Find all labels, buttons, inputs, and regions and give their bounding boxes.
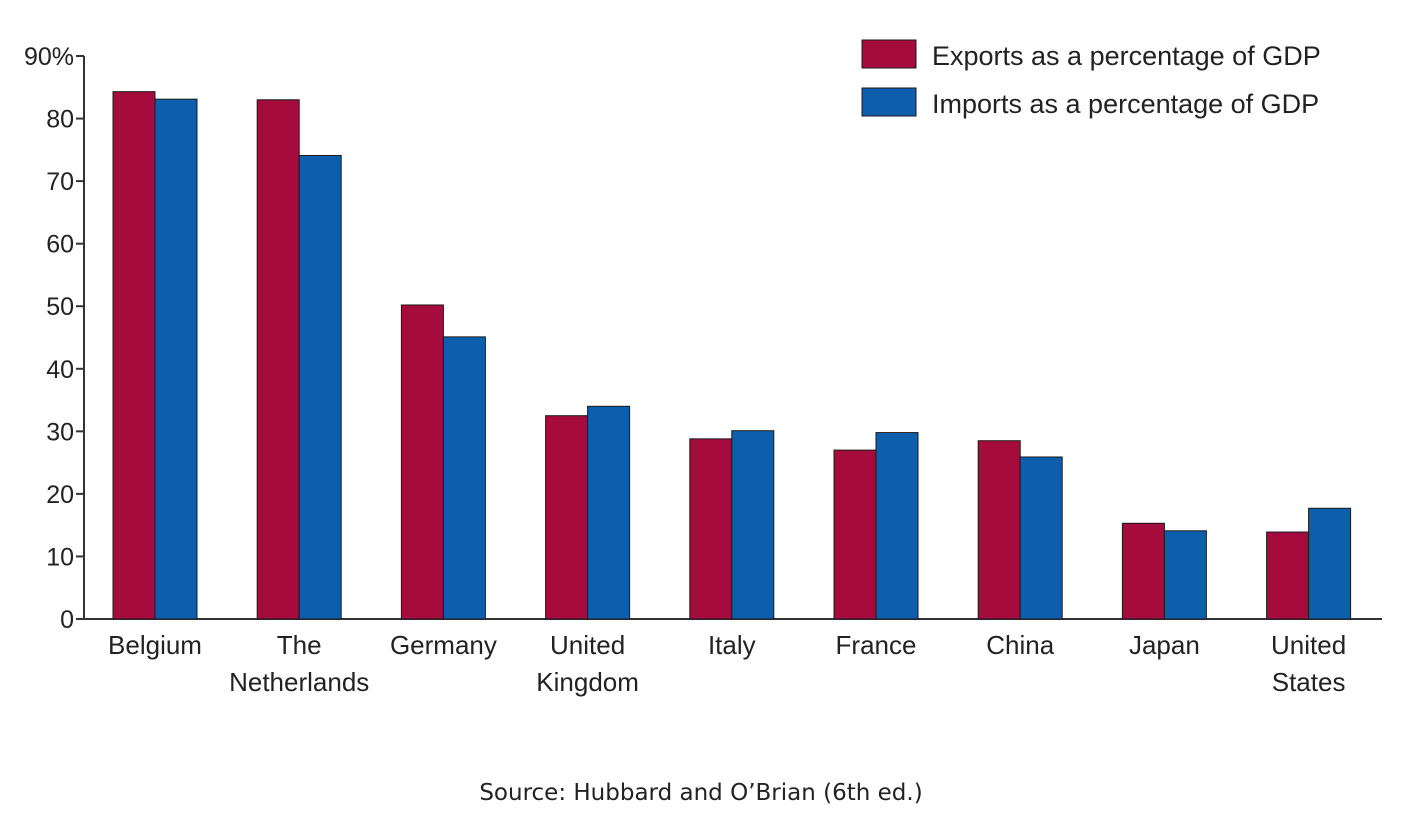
- category-label-line: China: [986, 630, 1054, 660]
- legend-label-imports: Imports as a percentage of GDP: [932, 89, 1319, 119]
- category-label: Germany: [390, 630, 497, 660]
- y-tick-label: 80: [46, 106, 74, 134]
- category-label-line: United: [550, 630, 625, 660]
- category-label: Italy: [708, 630, 756, 660]
- category-label: United States: [1271, 630, 1346, 697]
- bars: [112, 91, 1352, 620]
- export-bar: [689, 438, 733, 620]
- category-label-line: Belgium: [108, 630, 202, 660]
- y-tick-label: 50: [46, 293, 74, 321]
- y-tick-label: 60: [46, 231, 74, 259]
- category-label: The Netherlands: [229, 630, 369, 697]
- source-caption: Source: Hubbard and O’Brian (6th ed.): [479, 780, 923, 806]
- category-label-line: United: [1271, 630, 1346, 660]
- import-bar: [1163, 530, 1207, 620]
- category-label-line: Italy: [708, 630, 756, 660]
- import-bar: [1308, 507, 1352, 620]
- category-label-line: Kingdom: [536, 667, 639, 697]
- import-bar: [875, 432, 919, 620]
- y-tick-label: 0: [60, 606, 74, 634]
- import-bar: [298, 154, 342, 620]
- import-bar: [731, 430, 775, 620]
- export-bar: [833, 449, 877, 620]
- category-label: China: [986, 630, 1054, 660]
- legend-swatch-exports: [861, 39, 917, 69]
- y-tick-label: 70: [46, 168, 74, 196]
- category-label-line: States: [1272, 667, 1346, 697]
- import-bar: [442, 336, 486, 620]
- legend: Exports as a percentage of GDP Imports as…: [861, 39, 1321, 119]
- export-bar: [256, 99, 300, 620]
- export-bar: [545, 415, 589, 620]
- export-bar: [112, 91, 156, 620]
- legend-swatch-imports: [861, 87, 917, 117]
- category-label: Japan: [1129, 630, 1200, 660]
- y-tick-label: 20: [46, 481, 74, 509]
- export-bar: [400, 304, 444, 620]
- export-bar: [977, 440, 1021, 620]
- import-bar: [154, 98, 198, 620]
- category-label: France: [836, 630, 917, 660]
- y-tick-label: 30: [46, 418, 74, 446]
- y-tick-label: 10: [46, 543, 74, 571]
- legend-label-exports: Exports as a percentage of GDP: [932, 41, 1321, 71]
- category-label-line: The: [277, 630, 322, 660]
- export-bar: [1266, 531, 1310, 620]
- import-bar: [1019, 456, 1063, 620]
- category-labels: Belgium The Netherlands Germany United Kingdo…: [108, 630, 1346, 697]
- category-label: Belgium: [108, 630, 202, 660]
- bar-chart: 0 10 20 30 40 50 60 70 80 90% Belgium The Netherlan…: [24, 39, 1382, 697]
- y-tick-label: 40: [46, 356, 74, 384]
- category-label-line: Germany: [390, 630, 497, 660]
- category-label-line: France: [836, 630, 917, 660]
- category-label: United Kingdom: [536, 630, 639, 697]
- export-bar: [1121, 522, 1165, 620]
- category-label-line: Netherlands: [229, 667, 369, 697]
- category-label-line: Japan: [1129, 630, 1200, 660]
- y-tick-label: 90%: [24, 43, 74, 71]
- import-bar: [587, 405, 631, 620]
